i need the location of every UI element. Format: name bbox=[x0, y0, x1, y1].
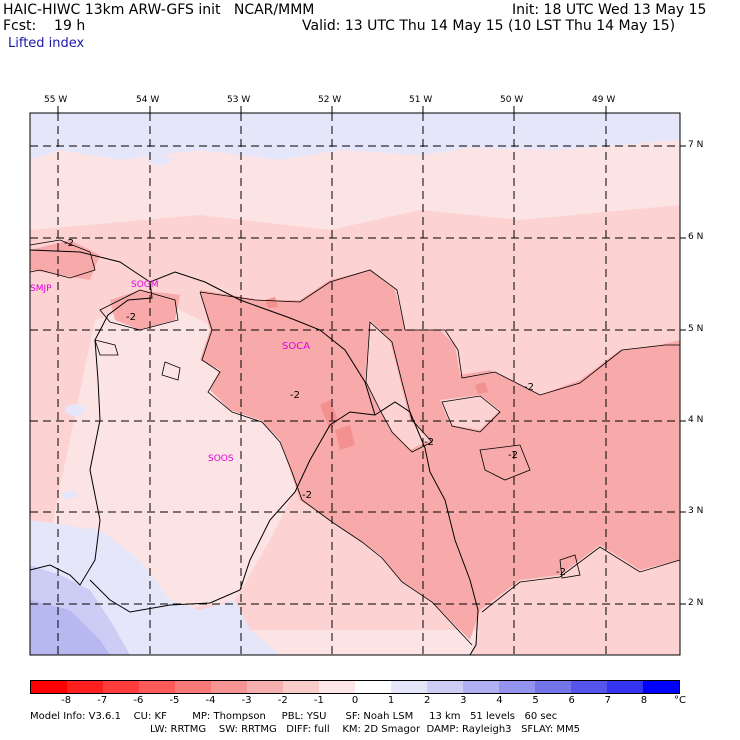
legend-tick-label: -7 bbox=[97, 695, 108, 706]
legend-tick-label: 0 bbox=[351, 695, 359, 706]
lon-label: 52 W bbox=[318, 95, 342, 105]
contour-label: -2 bbox=[424, 437, 434, 448]
color-legend bbox=[30, 680, 680, 694]
lat-label: 3 N bbox=[688, 506, 704, 516]
field-name: Lifted index bbox=[8, 36, 85, 51]
shade-blue-3 bbox=[30, 600, 110, 655]
map-frame bbox=[29, 112, 681, 656]
lon-label: 50 W bbox=[500, 95, 524, 105]
shade-pink-3-b bbox=[335, 425, 355, 450]
legend-swatch bbox=[463, 681, 499, 693]
lon-label: 51 W bbox=[409, 95, 433, 105]
legend-unit: °C bbox=[674, 695, 686, 706]
contour-label: -2 bbox=[302, 490, 312, 501]
contour-label: -2 bbox=[64, 238, 74, 249]
legend-swatch bbox=[319, 681, 355, 693]
legend-tick-label: 1 bbox=[387, 695, 395, 706]
lat-label: 5 N bbox=[688, 324, 704, 334]
shade-pink-2-east bbox=[200, 270, 680, 640]
legend-tick-label: -6 bbox=[133, 695, 144, 706]
shade-pink-3-c bbox=[475, 382, 488, 394]
lat-label: 4 N bbox=[688, 415, 704, 425]
legend-tick-label: 3 bbox=[460, 695, 467, 706]
contour-label: -2 bbox=[508, 450, 518, 461]
contour-label: -2 bbox=[126, 312, 136, 323]
model-title: HAIC-HIWC 13km ARW-GFS init NCAR/MMM bbox=[3, 2, 315, 18]
legend-swatch bbox=[427, 681, 463, 693]
axis-ticks bbox=[57, 106, 686, 605]
shade-blue-blob-c bbox=[148, 155, 172, 165]
shade-blue-blob-b bbox=[62, 491, 78, 499]
legend-tick-label: -8 bbox=[61, 695, 72, 706]
legend-tick-label: -5 bbox=[169, 695, 180, 706]
legend-tick-label: 5 bbox=[532, 695, 539, 706]
shade-pink-1-notch bbox=[365, 320, 430, 450]
legend-swatch bbox=[175, 681, 211, 693]
legend-swatch bbox=[571, 681, 607, 693]
lon-label: 53 W bbox=[227, 95, 251, 105]
lon-label: 54 W bbox=[136, 95, 160, 105]
forecast-hour: Fcst: 19 h bbox=[3, 18, 86, 34]
init-time: Init: 18 UTC Wed 13 May 15 bbox=[512, 2, 707, 18]
legend-swatch bbox=[499, 681, 535, 693]
contour-label: -2 bbox=[290, 390, 300, 401]
shade-pink-3-d bbox=[265, 297, 278, 308]
legend-swatch bbox=[31, 681, 67, 693]
valid-time: Valid: 13 UTC Thu 14 May 15 (10 LST Thu … bbox=[302, 18, 676, 34]
legend-tick-label: 6 bbox=[568, 695, 575, 706]
lat-label: 7 N bbox=[688, 140, 704, 150]
contour-label: -2 bbox=[556, 567, 566, 578]
legend-swatch bbox=[67, 681, 103, 693]
legend-tick-label: -3 bbox=[241, 695, 252, 706]
legend-swatch bbox=[139, 681, 175, 693]
legend-tick-label: 8 bbox=[640, 695, 648, 706]
station-label-socm: SOGM bbox=[131, 280, 159, 290]
station-label-soos: SOOS bbox=[208, 454, 234, 464]
shade-blue-blob-a bbox=[65, 404, 85, 416]
graticule bbox=[30, 113, 680, 655]
shade-pink-2-west bbox=[30, 240, 100, 280]
legend-swatch bbox=[247, 681, 283, 693]
legend-swatch bbox=[283, 681, 319, 693]
legend-swatch bbox=[211, 681, 247, 693]
legend-swatch bbox=[535, 681, 571, 693]
legend-swatch bbox=[607, 681, 643, 693]
legend-tick-label: 4 bbox=[496, 695, 503, 706]
contour-label: -2 bbox=[524, 382, 534, 393]
legend-swatch bbox=[643, 681, 679, 693]
lat-label: 6 N bbox=[688, 232, 704, 242]
legend-tick-label: 2 bbox=[424, 695, 431, 706]
lat-label: 2 N bbox=[688, 598, 704, 608]
station-label-soca: SOCA bbox=[282, 341, 311, 352]
coastline-borders bbox=[29, 249, 479, 656]
shade-blue-patch bbox=[430, 115, 520, 132]
model-info-line2: LW: RRTMG SW: RRTMG DIFF: full KM: 2D Sm… bbox=[150, 724, 580, 735]
legend-tick-label: -1 bbox=[313, 695, 324, 706]
lon-label: 49 W bbox=[592, 95, 616, 105]
legend-tick-label: -2 bbox=[277, 695, 288, 706]
legend-swatch bbox=[103, 681, 139, 693]
model-info-line1: Model Info: V3.6.1 CU: KF MP: Thompson P… bbox=[30, 711, 558, 722]
legend-tick-label: 7 bbox=[604, 695, 611, 706]
legend-swatch bbox=[391, 681, 427, 693]
legend-tick-label: -4 bbox=[205, 695, 216, 706]
legend-swatch bbox=[355, 681, 391, 693]
station-label-smjp: SMJP bbox=[30, 284, 52, 294]
lon-label: 55 W bbox=[44, 95, 68, 105]
